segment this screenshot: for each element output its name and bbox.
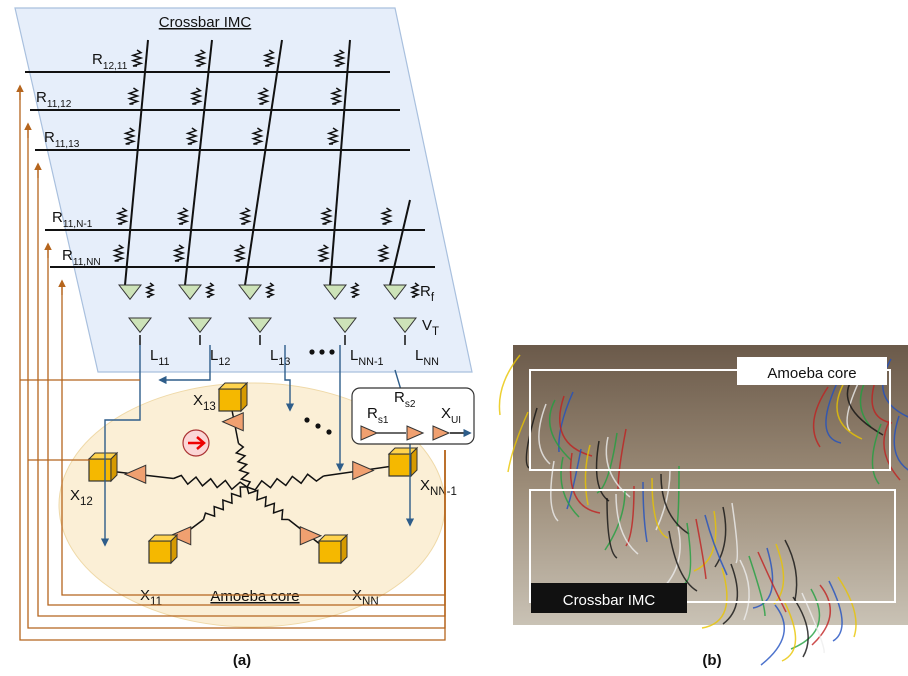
photo-label: Amoeba core — [767, 365, 856, 382]
label-sub: 12,11 — [103, 61, 128, 72]
label-sub: T — [432, 326, 439, 338]
label-sub: 11,13 — [55, 139, 80, 150]
crossbar-plane — [15, 8, 472, 372]
label-sub: s1 — [378, 415, 389, 426]
photo-label: Crossbar IMC — [563, 592, 656, 609]
label-base: R — [92, 51, 103, 68]
label-base: R — [62, 247, 73, 264]
label-sub: s2 — [405, 399, 416, 410]
label-base: R — [52, 209, 63, 226]
node-cube — [389, 454, 411, 476]
caption: (a) — [233, 652, 251, 669]
label-base: L — [210, 347, 218, 364]
label-sub: 11,12 — [47, 99, 72, 110]
ellipsis-dot — [304, 417, 309, 422]
label-sub: NN-1 — [358, 356, 383, 368]
label-sub: 11,NN — [73, 257, 101, 268]
ellipsis-dot — [315, 423, 320, 428]
label-base: V — [422, 317, 432, 334]
label-base: X — [420, 477, 430, 494]
label-sub: 12 — [80, 496, 93, 508]
core-label: Amoeba core — [210, 588, 299, 605]
node-cube — [89, 459, 111, 481]
label-sub: NN — [423, 356, 439, 368]
label-base: L — [150, 347, 158, 364]
label-sub: 11 — [158, 356, 169, 368]
label-sub: 12 — [218, 356, 230, 368]
label-base: R — [394, 389, 405, 406]
label-base: X — [441, 405, 451, 422]
label-base: R — [367, 405, 378, 422]
label-sub: UI — [451, 415, 461, 426]
figure: Crossbar IMCR12,11R11,12R11,13R11,N-1R11… — [0, 0, 908, 676]
crossbar-title: Crossbar IMC — [159, 14, 252, 31]
label-sub: 11 — [150, 596, 162, 608]
label-base: R — [44, 129, 55, 146]
label-base: X — [70, 487, 80, 504]
node-cube — [219, 389, 241, 411]
ellipsis-dot — [319, 349, 324, 354]
label-sub: 11,N-1 — [63, 219, 93, 230]
label-base: R — [420, 283, 431, 300]
ellipsis-dot — [329, 349, 334, 354]
caption: (b) — [702, 652, 721, 669]
label-sub: 13 — [203, 401, 216, 413]
label-base: R — [36, 89, 47, 106]
ellipsis-dot — [326, 429, 331, 434]
label-base: L — [415, 347, 423, 364]
node-cube — [319, 541, 341, 563]
label-base: L — [350, 347, 358, 364]
label-base: X — [193, 392, 203, 409]
node-cube — [149, 541, 171, 563]
label-sub: NN-1 — [430, 486, 457, 498]
label-base: L — [270, 347, 278, 364]
ellipsis-dot — [309, 349, 314, 354]
label-sub: NN — [362, 596, 379, 608]
